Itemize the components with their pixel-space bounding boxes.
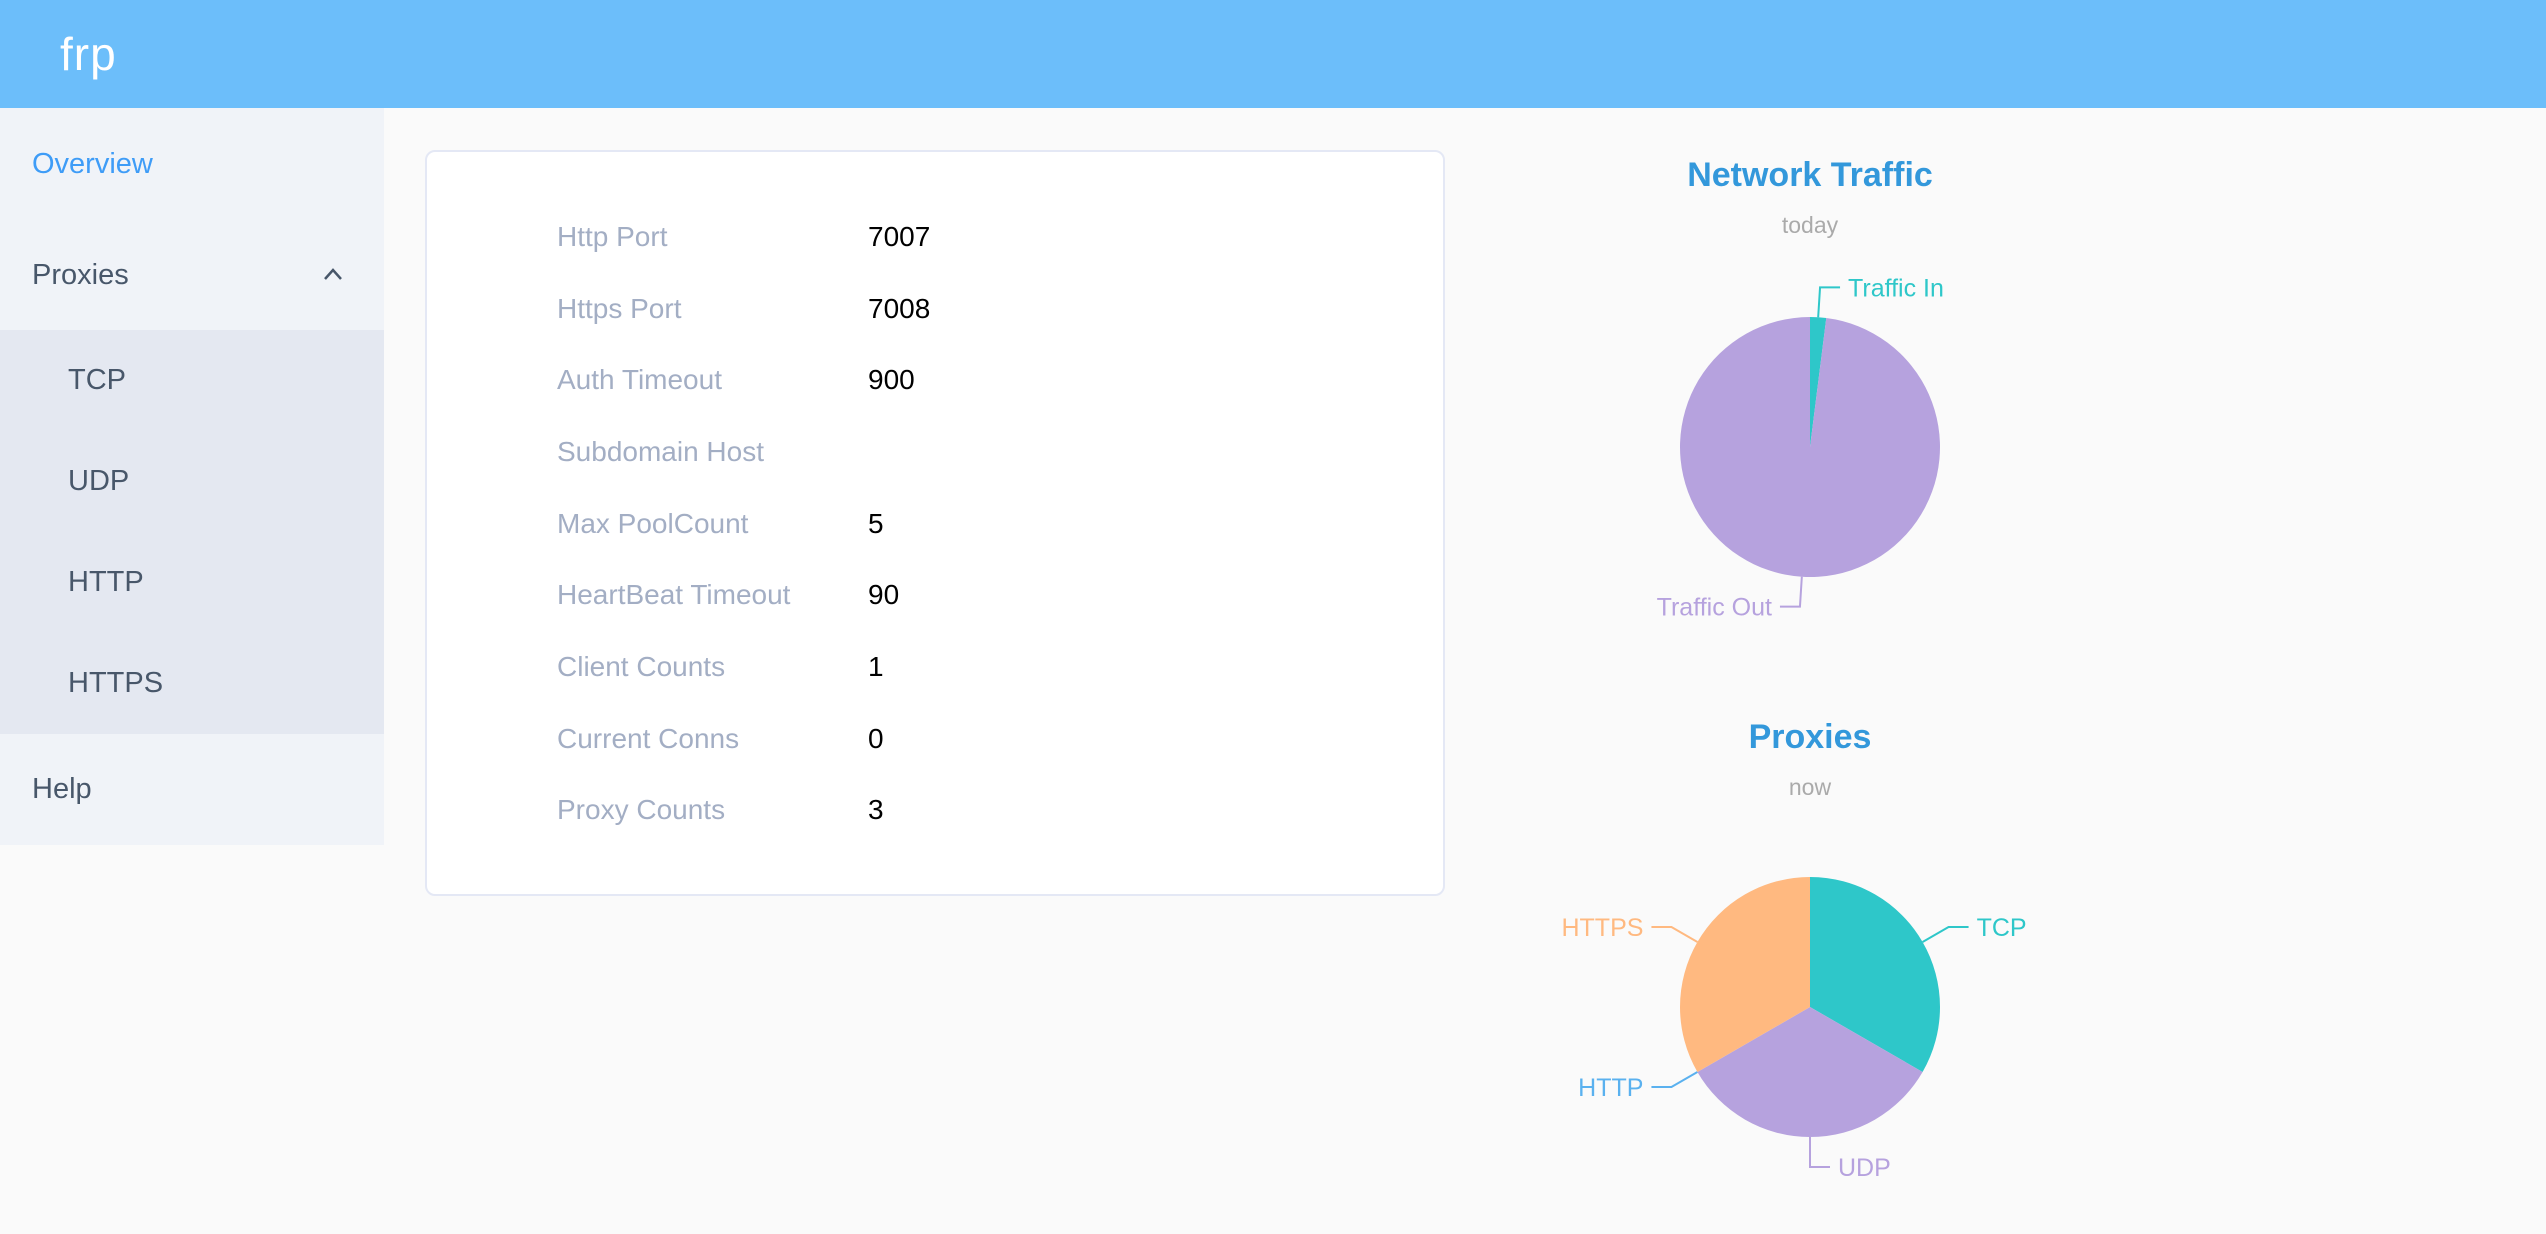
sidebar-item-udp[interactable]: UDP <box>0 431 384 532</box>
sidebar-item-https[interactable]: HTTPS <box>0 633 384 734</box>
config-row: Subdomain Host <box>427 416 1443 488</box>
pie-label-http: HTTP <box>1578 1074 1643 1102</box>
sidebar-item-proxies[interactable]: Proxies <box>0 220 384 330</box>
config-row: Max PoolCount 5 <box>427 488 1443 560</box>
config-label: Https Port <box>557 292 682 324</box>
sidebar: Overview Proxies TCP UDP HTTP HTTPS Help <box>0 108 384 845</box>
pie-label-tcp: TCP <box>1977 914 2027 942</box>
network-traffic-pie-chart[interactable]: Traffic In Traffic Out <box>1480 240 2140 670</box>
network-traffic-title: Network Traffic <box>1687 156 1933 194</box>
pie-label-traffic-in: Traffic In <box>1848 274 1944 302</box>
pie-label-line <box>1922 926 1969 943</box>
config-label: Subdomain Host <box>557 435 765 467</box>
config-value: 7008 <box>868 292 931 324</box>
pie-label-line <box>1779 576 1803 608</box>
pie-label-line <box>1651 1071 1698 1088</box>
config-label: Http Port <box>557 220 668 252</box>
config-row: Https Port 7008 <box>427 273 1443 345</box>
config-row: Proxy Counts 3 <box>427 775 1443 847</box>
config-label: Client Counts <box>557 650 726 682</box>
config-row: Http Port 7007 <box>427 201 1443 273</box>
sidebar-item-http[interactable]: HTTP <box>0 532 384 633</box>
pie-label-https: HTTPS <box>1561 914 1643 942</box>
config-label: Max PoolCount <box>557 507 749 539</box>
proxies-title: Proxies <box>1748 718 1872 756</box>
sidebar-item-label: UDP <box>68 465 130 497</box>
chevron-up-icon <box>324 268 342 280</box>
proxies-pie-chart[interactable]: TCP UDP HTTP HTTPS <box>1480 800 2140 1230</box>
sidebar-item-tcp[interactable]: TCP <box>0 330 384 431</box>
app-header: frp <box>0 0 2546 108</box>
config-value: 0 <box>868 722 884 754</box>
config-row: Client Counts 1 <box>427 631 1443 703</box>
config-label: Current Conns <box>557 722 740 754</box>
sidebar-item-help[interactable]: Help <box>0 734 384 845</box>
config-row: Current Conns 0 <box>427 703 1443 775</box>
sidebar-item-label: TCP <box>68 364 126 396</box>
sidebar-item-label: Overview <box>32 147 153 180</box>
config-value: 1 <box>868 650 884 682</box>
sidebar-item-label: Help <box>32 773 92 805</box>
config-row: HeartBeat Timeout 90 <box>427 559 1443 631</box>
sidebar-item-overview[interactable]: Overview <box>0 108 384 220</box>
pie-label-udp: UDP <box>1838 1154 1891 1182</box>
sidebar-item-label: Proxies <box>32 258 129 291</box>
pie-label-line <box>1809 1137 1830 1168</box>
config-label: Auth Timeout <box>557 364 722 396</box>
config-value: 900 <box>868 364 915 396</box>
pie-label-line <box>1817 286 1841 318</box>
pie-slice-tcp[interactable] <box>1810 877 1940 1072</box>
network-traffic-subtitle: today <box>1781 212 1839 238</box>
sidebar-item-label: HTTPS <box>68 667 164 699</box>
pie-label-line <box>1651 926 1698 943</box>
config-label: HeartBeat Timeout <box>557 579 791 611</box>
server-config-card: Http Port 7007 Https Port 7008 Auth Time… <box>425 150 1445 896</box>
config-value: 5 <box>868 507 884 539</box>
proxies-subtitle: now <box>1788 774 1832 800</box>
app-logo: frp <box>60 28 117 80</box>
sidebar-item-label: HTTP <box>68 566 144 598</box>
config-value: 90 <box>868 579 900 611</box>
pie-slice-udp[interactable] <box>1697 1007 1923 1137</box>
config-row: Auth Timeout 900 <box>427 344 1443 416</box>
proxies-submenu: TCP UDP HTTP HTTPS <box>0 330 384 734</box>
config-value: 7007 <box>868 220 931 252</box>
pie-label-traffic-out: Traffic Out <box>1657 594 1772 622</box>
pie-slice-https[interactable] <box>1680 877 1810 1072</box>
pie-slice-traffic-out[interactable] <box>1680 317 1940 577</box>
config-label: Proxy Counts <box>557 794 726 826</box>
pie-slice-traffic-in[interactable] <box>1810 317 1827 447</box>
config-value: 3 <box>868 794 884 826</box>
